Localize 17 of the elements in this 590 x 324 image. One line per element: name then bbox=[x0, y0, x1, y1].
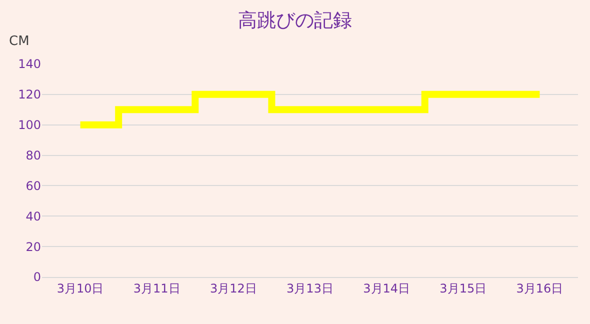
x-tick-label: 3月15日 bbox=[440, 281, 487, 296]
x-tick-label: 3月16日 bbox=[516, 281, 564, 296]
y-axis-title: CM bbox=[9, 34, 30, 49]
y-tick-label: 60 bbox=[26, 178, 41, 193]
y-tick-label: 120 bbox=[18, 88, 41, 102]
x-tick-label: 3月10日 bbox=[56, 281, 104, 296]
y-tick-label: 80 bbox=[26, 148, 41, 162]
chart-title: 高跳びの記録 bbox=[238, 9, 352, 32]
y-tick-label: 0 bbox=[33, 270, 41, 284]
x-tick-label: 3月11日 bbox=[133, 281, 180, 296]
y-tick-label: 40 bbox=[26, 209, 41, 224]
y-tick-label: 100 bbox=[18, 118, 41, 132]
y-tick-label: 140 bbox=[18, 57, 41, 72]
x-tick-label: 3月13日 bbox=[286, 281, 334, 296]
y-tick-label: 20 bbox=[26, 240, 41, 254]
x-tick-label: 3月14日 bbox=[363, 281, 410, 296]
x-tick-label: 3月12日 bbox=[210, 281, 257, 296]
